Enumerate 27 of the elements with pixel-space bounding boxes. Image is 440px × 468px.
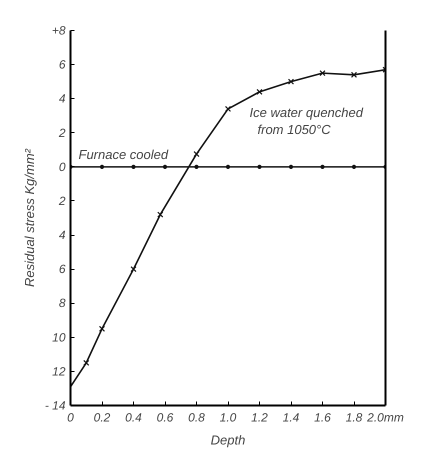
- y-tick-label: 8: [58, 296, 66, 310]
- x-tick-label: 0.8: [188, 410, 206, 424]
- x-tick-label: 1.8: [346, 410, 363, 424]
- x-axis-title: Depth: [210, 432, 246, 448]
- x-tick-label: 1.6: [314, 410, 332, 424]
- y-tick-label: +8: [52, 24, 66, 38]
- x-tick-label: 0.4: [125, 410, 142, 424]
- y-axis-title: Residual stress Kg/mm²: [22, 148, 37, 287]
- y-tick-label: 4: [58, 92, 66, 106]
- y-tick-label: - 14: [44, 398, 66, 412]
- y-tick-label: 6: [58, 262, 66, 276]
- x-tick-label: 0.6: [156, 410, 174, 424]
- y-tick-label: 12: [52, 364, 66, 378]
- x-tick-label: 2.0mm: [366, 410, 404, 424]
- x-tick-label: 1.0: [220, 410, 237, 424]
- y-tick-label: 2: [58, 194, 66, 208]
- y-tick-label: 6: [58, 58, 66, 72]
- y-tick-label: 10: [52, 330, 66, 344]
- y-tick-label: 4: [58, 228, 66, 242]
- x-tick-label: 1.2: [251, 410, 268, 424]
- y-tick-label: 0: [58, 160, 66, 174]
- series-label: Furnace cooled: [78, 146, 169, 162]
- y-tick-label: 2: [58, 126, 66, 140]
- x-tick-label: 1.4: [282, 410, 300, 424]
- x-tick-label: 0: [67, 410, 74, 424]
- x-tick-label: 0.2: [94, 410, 111, 424]
- series-label: Ice water quenched from 1050°C: [250, 104, 364, 137]
